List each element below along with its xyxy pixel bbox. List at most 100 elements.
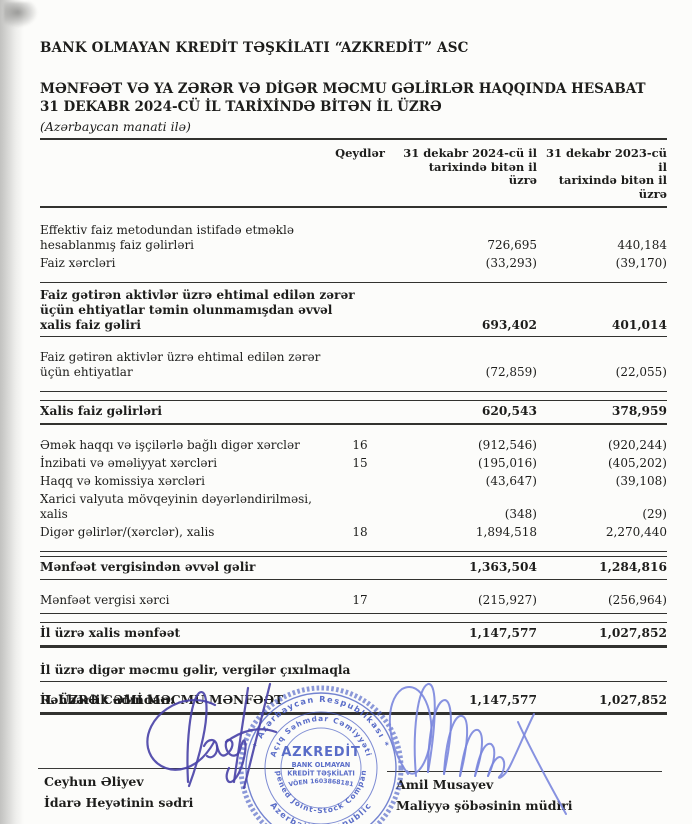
row-label-line: Xalis faiz gəlirləri bbox=[40, 404, 163, 418]
row-label: Xalis faiz gəlirləri bbox=[40, 404, 330, 419]
stamp-outer-circle bbox=[245, 692, 397, 824]
row-label: Faiz xərcləri bbox=[40, 256, 330, 271]
value-2023: 401,014 bbox=[611, 318, 667, 332]
table-row: İnzibati və əməliyyat xərcləri 15 (195,016… bbox=[40, 455, 667, 473]
company-name: BANK OLMAYAN KREDİT TƏŞKİLATI “AZKREDİT”… bbox=[40, 40, 469, 56]
statement-title-line1: MƏNFƏƏT VƏ YA ZƏRƏR VƏ DİGƏR MƏCMU GƏLİR… bbox=[40, 81, 646, 97]
header-rule bbox=[40, 138, 667, 140]
table-row: Mənfəət vergisi xərci 17 (215,927) (256,964… bbox=[40, 592, 667, 614]
row-label-line: Əmək haqqı və işçilərlə bağlı digər xərc… bbox=[40, 438, 300, 452]
value-2023: (39,170) bbox=[615, 256, 667, 270]
table-row: Xarici valyuta mövqeyinin dəyərləndirilm… bbox=[40, 491, 667, 524]
row-label: Haqq və komissiya xərcləri bbox=[40, 474, 330, 489]
row-label: İl üzrə xalis mənfəət bbox=[40, 626, 330, 641]
table-row: Mənfəət vergisindən əvvəl gəlir 1,363,504… bbox=[40, 556, 667, 580]
row-label-line: Haqq və komissiya xərcləri bbox=[40, 474, 205, 488]
statement-content: BANK OLMAYAN KREDİT TƏŞKİLATI “AZKREDİT”… bbox=[40, 0, 667, 715]
value-2023: 1,027,852 bbox=[599, 626, 667, 640]
signer-left-name: Ceyhun Əliyev bbox=[44, 774, 144, 789]
stamp-inner-circle bbox=[280, 727, 362, 809]
table-row: İl üzrə xalis mənfəət 1,147,577 1,027,852 bbox=[40, 622, 667, 648]
value-2024: 620,543 bbox=[481, 404, 537, 418]
value-2023: (29) bbox=[642, 507, 667, 521]
row-label-line: Faiz gətirən aktivlər üzrə ehtimal edilə… bbox=[40, 350, 321, 364]
table-body: Effektiv faiz metodundan istifadə etməkl… bbox=[40, 222, 667, 715]
statement-title: MƏNFƏƏT VƏ YA ZƏRƏR VƏ DİGƏR MƏCMU GƏLİR… bbox=[40, 81, 667, 116]
value-2024: 693,402 bbox=[481, 318, 537, 332]
row-label-line: İL ÜZRƏ CƏMİ MƏCMU MƏNFƏƏT bbox=[40, 693, 284, 707]
row-label-line: hesablanmış faiz gəlirləri bbox=[40, 238, 195, 252]
scan-edge-shadow bbox=[0, 0, 24, 824]
row-label-line: Digər gəlirlər/(xərclər), xalis bbox=[40, 525, 215, 539]
table-row: Əmək haqqı və işçilərlə bağlı digər xərc… bbox=[40, 437, 667, 455]
signer-right-name: Amil Musayev bbox=[396, 777, 494, 792]
value-2023: (39,108) bbox=[615, 474, 667, 488]
row-label-line: xalis bbox=[40, 507, 68, 521]
table-row: İl üzrə digər məcmu gəlir, vergilər çıxı… bbox=[40, 662, 667, 682]
statement-title-line2: 31 DEKABR 2024-CÜ İL TARİXİNDƏ BİTƏN İL … bbox=[40, 98, 442, 115]
signature-line-right bbox=[387, 771, 662, 772]
column-header-2024: 31 dekabr 2024-cü il tarixində bitən il … bbox=[403, 146, 537, 187]
signatures-heading: Rəhbərlik adından: bbox=[40, 692, 175, 707]
note-cell: 16 bbox=[352, 438, 368, 452]
row-label: Xarici valyuta mövqeyinin dəyərləndirilm… bbox=[40, 492, 330, 522]
row-label-line: Mənfəət vergisi xərci bbox=[40, 593, 170, 607]
column-header-2023: 31 dekabr 2023-cü il tarixində bitən il … bbox=[545, 146, 667, 201]
signer-right-title: Maliyyə şöbəsinin müdiri bbox=[396, 798, 573, 813]
value-2024: (912,546) bbox=[478, 438, 537, 452]
row-label-line: İl üzrə digər məcmu gəlir, vergilər çıxı… bbox=[40, 663, 351, 677]
stamp-name-text: AZKREDİT bbox=[281, 744, 360, 760]
value-2023: 378,959 bbox=[611, 404, 667, 418]
value-2024: (33,293) bbox=[485, 256, 537, 270]
row-label-line: Effektiv faiz metodundan istifadə etməkl… bbox=[40, 223, 294, 237]
value-2023: 1,284,816 bbox=[599, 560, 667, 574]
table-row: İL ÜZRƏ CƏMİ MƏCMU MƏNFƏƏT 1,147,577 1,027… bbox=[40, 690, 667, 715]
value-2023: 1,027,852 bbox=[599, 693, 667, 707]
row-label: Effektiv faiz metodundan istifadə etməkl… bbox=[40, 223, 330, 253]
row-label-line: Xarici valyuta mövqeyinin dəyərləndirilm… bbox=[40, 492, 312, 506]
table-row: Haqq və komissiya xərcləri (43,647) (39,10… bbox=[40, 473, 667, 491]
signer-left-title: İdarə Heyətinin sədri bbox=[44, 795, 194, 810]
table-row: Faiz gətirən aktivlər üzrə ehtimal edilə… bbox=[40, 287, 667, 337]
row-label-line: İnzibati və əməliyyat xərcləri bbox=[40, 456, 218, 470]
row-label-line: Faiz xərcləri bbox=[40, 256, 116, 270]
column-header-notes: Qeydlər bbox=[335, 146, 385, 160]
value-2024: (43,647) bbox=[485, 474, 537, 488]
row-label-line: İl üzrə xalis mənfəət bbox=[40, 626, 181, 640]
table-row: Faiz gətirən aktivlər üzrə ehtimal edilə… bbox=[40, 349, 667, 392]
table-row: Xalis faiz gəlirləri 620,543 378,959 bbox=[40, 400, 667, 425]
row-label: İnzibati və əməliyyat xərcləri bbox=[40, 456, 330, 471]
row-label-line: üçün ehtiyatlar təmin olunmamışdan əvvəl bbox=[40, 303, 333, 317]
row-label-line: Faiz gətirən aktivlər üzrə ehtimal edilə… bbox=[40, 288, 355, 302]
company-stamp: * Azərbaycan Respublikası * Azerbaijan R… bbox=[237, 684, 404, 824]
row-label-line: üçün ehtiyatlar bbox=[40, 365, 133, 379]
table-row: Effektiv faiz metodundan istifadə etməkl… bbox=[40, 222, 667, 255]
stamp-org-line2: KREDİT TƏŞKİLATI bbox=[287, 769, 355, 778]
value-2024: (215,927) bbox=[478, 593, 537, 607]
value-2024: 726,695 bbox=[487, 238, 537, 252]
currency-note: (Azərbaycan manati ilə) bbox=[40, 119, 191, 134]
row-label: Faiz gətirən aktivlər üzrə ehtimal edilə… bbox=[40, 288, 355, 333]
row-label: Digər gəlirlər/(xərclər), xalis bbox=[40, 525, 330, 540]
row-label: İL ÜZRƏ CƏMİ MƏCMU MƏNFƏƏT bbox=[40, 693, 330, 708]
row-label-line: Mənfəət vergisindən əvvəl gəlir bbox=[40, 560, 256, 574]
row-label-line: xalis faiz gəliri bbox=[40, 318, 142, 332]
signature-right-ink bbox=[388, 683, 567, 815]
value-2024: (348) bbox=[504, 507, 537, 521]
value-2023: (920,244) bbox=[608, 438, 667, 452]
value-2023: (22,055) bbox=[615, 365, 667, 379]
value-2023: 440,184 bbox=[617, 238, 667, 252]
value-2024: (72,859) bbox=[485, 365, 537, 379]
table-row: Digər gəlirlər/(xərclər), xalis 18 1,894,5… bbox=[40, 524, 667, 552]
stamp-org-line1: BANK OLMAYAN bbox=[292, 761, 351, 769]
row-label: İl üzrə digər məcmu gəlir, vergilər çıxı… bbox=[40, 663, 351, 678]
table-row: Faiz xərcləri (33,293) (39,170) bbox=[40, 255, 667, 283]
value-2024: 1,894,518 bbox=[475, 525, 537, 539]
value-2023: (405,202) bbox=[608, 456, 667, 470]
stamp-voen-text: VÖEN 1603868181 bbox=[288, 778, 354, 789]
table-column-headers: Qeydlər 31 dekabr 2024-cü il tarixində b… bbox=[40, 146, 667, 208]
value-2023: 2,270,440 bbox=[605, 525, 667, 539]
note-cell: 18 bbox=[352, 525, 368, 539]
value-2024: 1,147,577 bbox=[469, 626, 537, 640]
